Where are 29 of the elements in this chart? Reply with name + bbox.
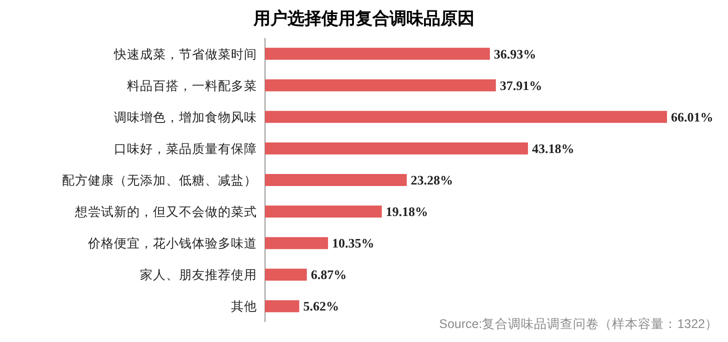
- bar: [265, 268, 307, 281]
- data-label: 19.18%: [386, 204, 428, 220]
- bar: [265, 300, 300, 312]
- bar: [265, 110, 667, 123]
- bar: [265, 48, 490, 60]
- data-label: 6.87%: [310, 267, 347, 282]
- y-tick-label: 口味好，菜品质量有保障: [114, 142, 257, 156]
- data-label: 10.35%: [332, 236, 374, 251]
- data-label: 23.28%: [410, 172, 454, 188]
- y-tick-label: 其他: [231, 300, 257, 314]
- data-label: 37.91%: [500, 78, 542, 93]
- bar: [265, 174, 407, 186]
- y-tick-label: 调味增色，增加食物风味: [114, 110, 257, 124]
- annotation: Source:复合调味品调查问卷（样本容量：1322）: [439, 316, 718, 331]
- y-tick-label: 配方健康（无添加、低糖、减盐）: [62, 172, 257, 188]
- y-tick-label: 快速成菜，节省做菜时间: [113, 47, 257, 62]
- y-tick-label: 料品百搭，一料配多菜: [127, 78, 257, 93]
- y-tick-label: 价格便宜，花小钱体验多味道: [87, 236, 257, 251]
- data-label: 66.01%: [671, 109, 714, 124]
- bar: [265, 237, 328, 250]
- data-label: 5.62%: [303, 298, 339, 314]
- y-tick-label: 想尝试新的，但又不会做的菜式: [74, 205, 257, 220]
- bar: [265, 206, 382, 218]
- bar: [265, 142, 528, 154]
- data-label: 36.93%: [494, 46, 536, 62]
- y-tick-label: 家人、朋友推荐使用: [140, 267, 257, 282]
- data-label: 43.18%: [532, 140, 574, 156]
- chart-title: 用户选择使用复合调味品原因: [252, 9, 474, 28]
- bar: [265, 79, 496, 92]
